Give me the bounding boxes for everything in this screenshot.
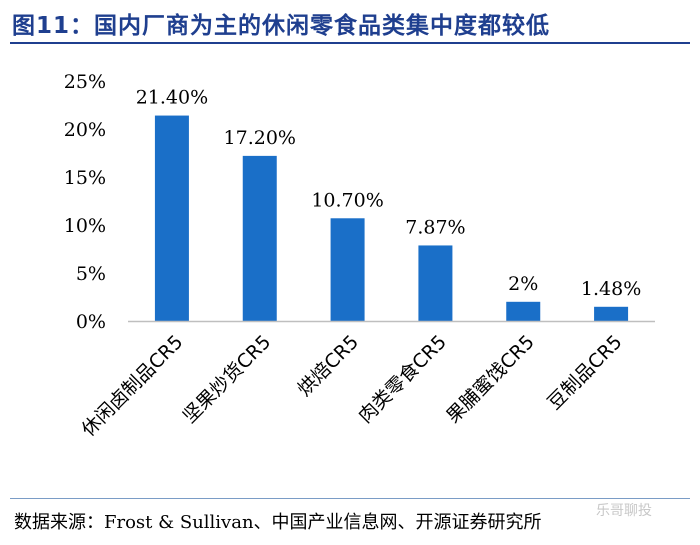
chart-title: 图11：国内厂商为主的休闲零食品类集中度都较低 bbox=[12, 13, 551, 39]
title-underline bbox=[10, 42, 690, 44]
bar bbox=[154, 115, 189, 321]
bars-group bbox=[154, 115, 629, 321]
x-tick-label: 豆制品CR5 bbox=[543, 331, 626, 414]
x-tick-label: 果脯蜜饯CR5 bbox=[442, 331, 539, 428]
y-tick-label: 0% bbox=[76, 311, 106, 333]
y-tick-label: 15% bbox=[64, 167, 106, 189]
data-label: 2% bbox=[508, 273, 538, 295]
bar-chart: 0% 5% 10% 15% 20% 25% 21.40% 17.20% 10.70% 7.87%… bbox=[64, 71, 655, 441]
x-tick-label: 休闲卤制品CR5 bbox=[77, 331, 187, 441]
x-tick-label: 肉类零食CR5 bbox=[354, 331, 451, 428]
watermark: 乐哥聊投 bbox=[596, 503, 652, 519]
title-bar: 图11：国内厂商为主的休闲零食品类集中度都较低 bbox=[0, 0, 700, 44]
y-tick-label: 10% bbox=[64, 215, 106, 237]
data-label: 1.48% bbox=[581, 278, 641, 300]
data-label: 10.70% bbox=[311, 189, 383, 211]
y-axis: 0% 5% 10% 15% 20% 25% bbox=[64, 71, 106, 333]
bar bbox=[330, 218, 365, 321]
data-label: 17.20% bbox=[224, 127, 296, 149]
source-note: 数据来源：Frost & Sullivan、中国产业信息网、开源证券研究所 bbox=[14, 512, 542, 533]
bar bbox=[242, 155, 277, 321]
bar bbox=[594, 306, 629, 321]
y-tick-label: 20% bbox=[64, 119, 106, 141]
data-label: 7.87% bbox=[405, 216, 465, 238]
data-labels-group: 21.40% 17.20% 10.70% 7.87% 2% 1.48% bbox=[136, 87, 642, 300]
bar bbox=[506, 301, 541, 321]
x-tick-label: 坚果炒货CR5 bbox=[179, 331, 276, 428]
y-tick-label: 5% bbox=[76, 263, 106, 285]
y-tick-label: 25% bbox=[64, 71, 106, 93]
x-tick-label: 烘焙CR5 bbox=[293, 331, 363, 401]
source-divider bbox=[10, 498, 690, 499]
bar bbox=[418, 245, 453, 321]
data-label: 21.40% bbox=[136, 87, 208, 109]
